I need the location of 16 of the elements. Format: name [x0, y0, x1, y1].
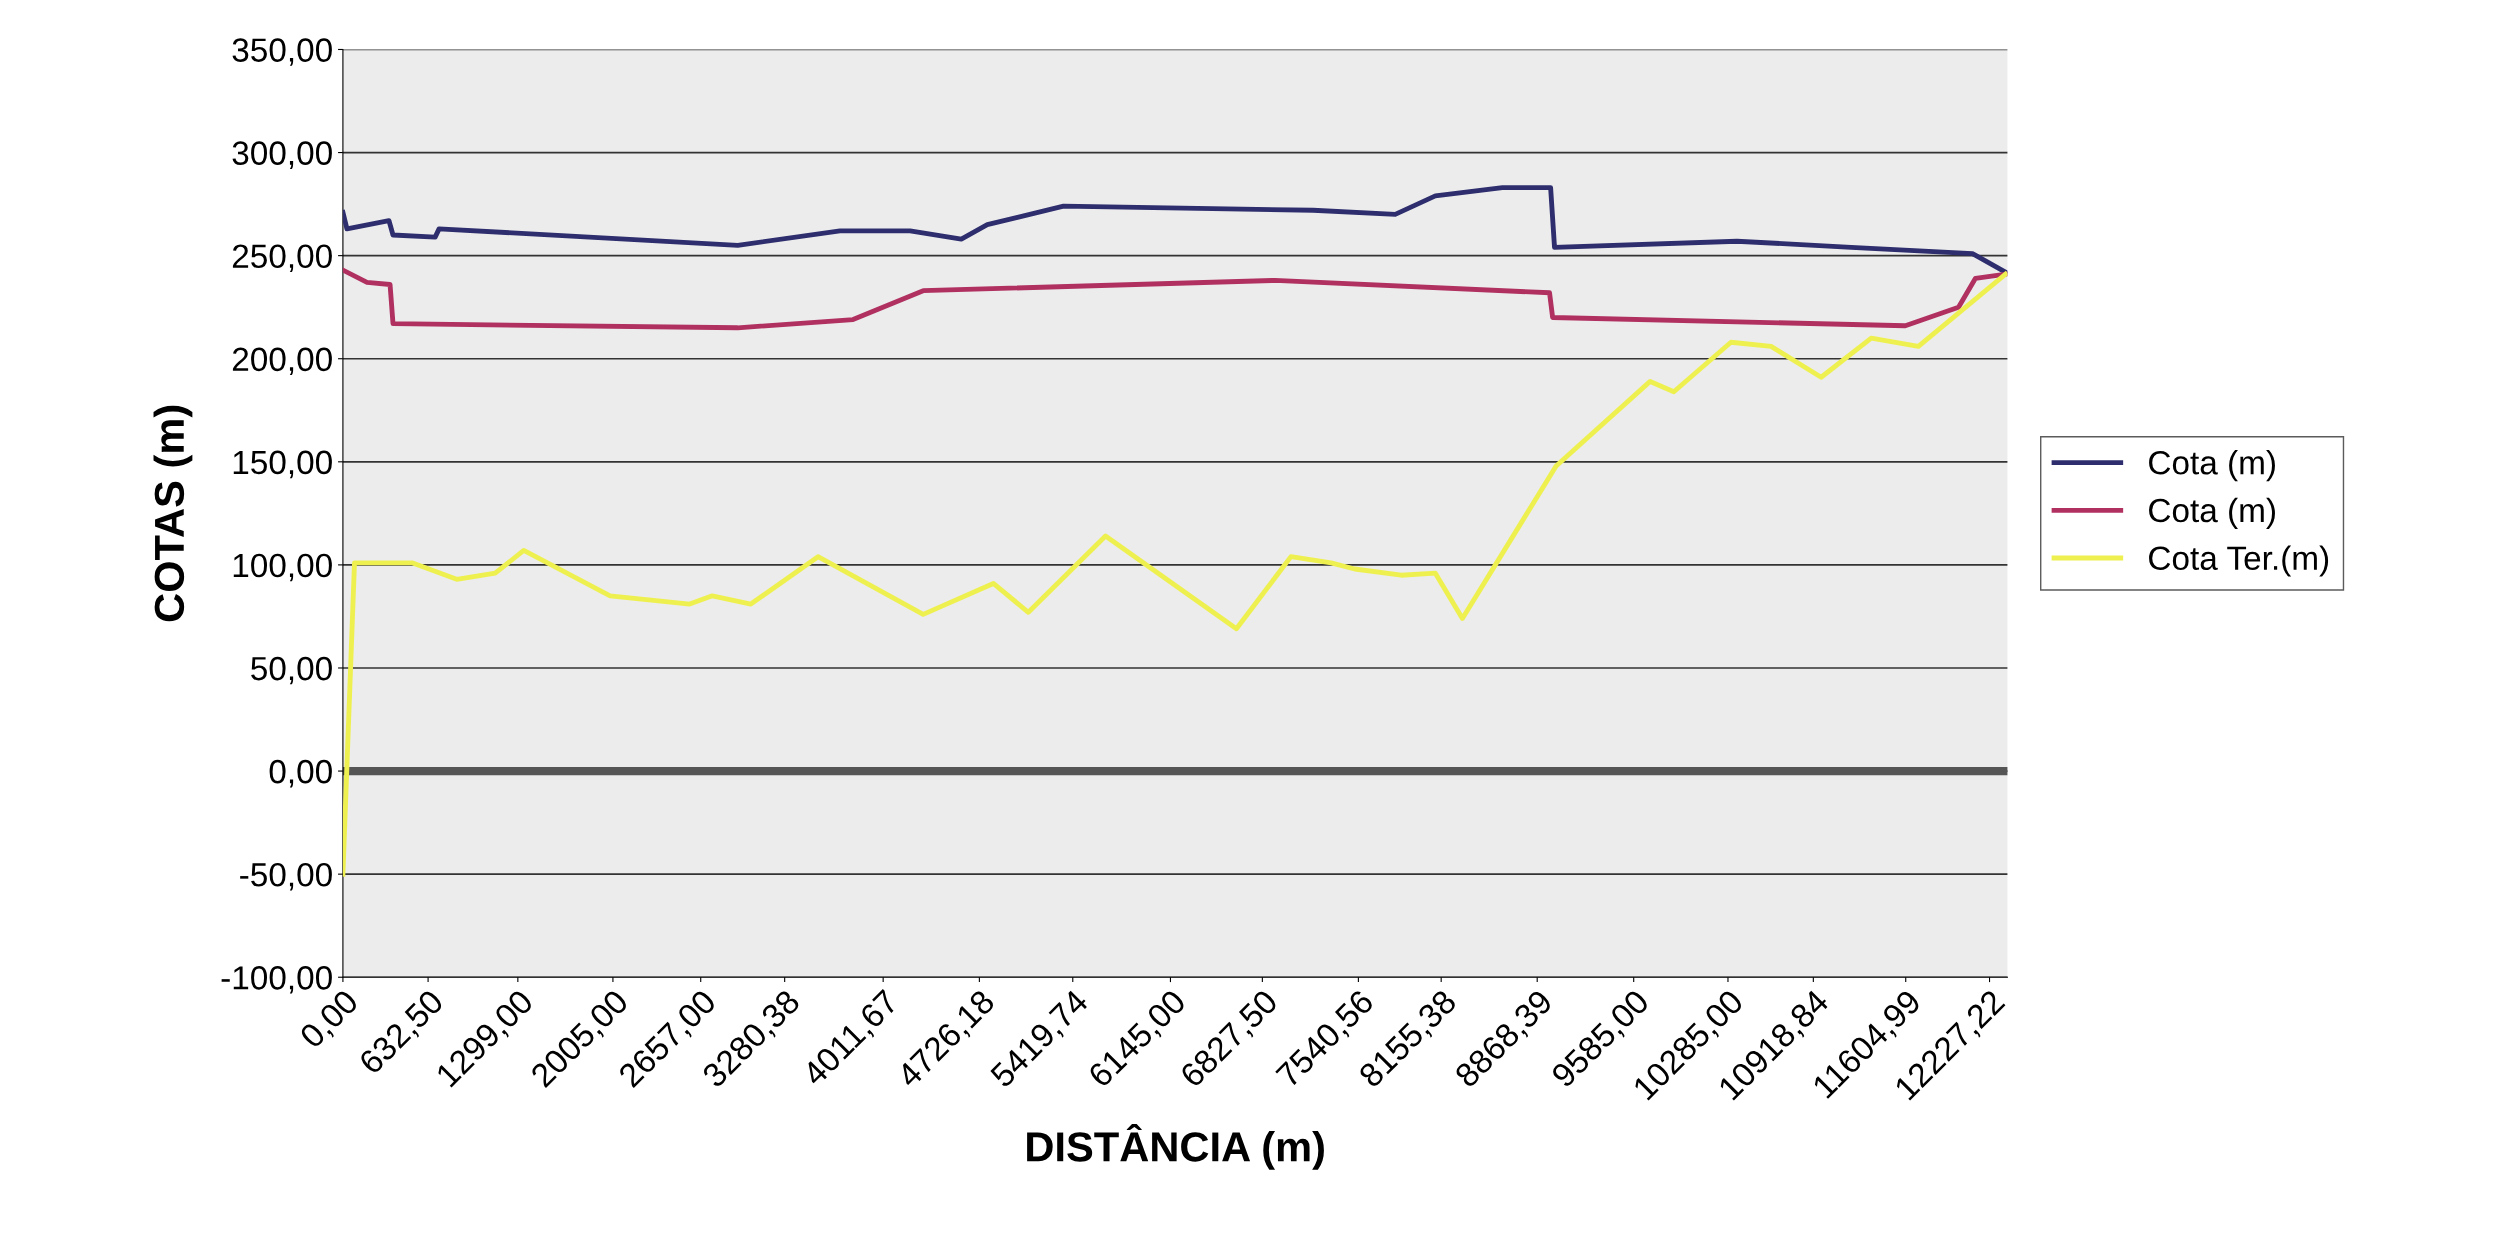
legend-label: Cota (m)	[2149, 497, 2275, 529]
y-tick-label: 200,00	[232, 347, 332, 376]
y-axis-title: COTAS (m)	[153, 405, 193, 622]
y-tick-label: 150,00	[233, 450, 332, 479]
line-series	[342, 271, 2008, 877]
x-axis-title: DISTÂNCIA (m)	[1027, 1123, 1324, 1170]
y-tick-label: 100,00	[233, 553, 332, 582]
line-series	[342, 185, 2008, 275]
y-tick-label: 350,00	[232, 38, 332, 66]
y-tick-label: 50,00	[251, 656, 332, 685]
y-tick-label: 300,00	[232, 141, 332, 169]
y-tick-label: 250,00	[232, 244, 332, 272]
y-tick-label: 0,00	[269, 759, 332, 788]
legend-label: Cota (m)	[2149, 450, 2275, 482]
y-tick-label: -50,00	[240, 862, 332, 891]
legend-label: Cota Ter.(m)	[2149, 545, 2329, 577]
